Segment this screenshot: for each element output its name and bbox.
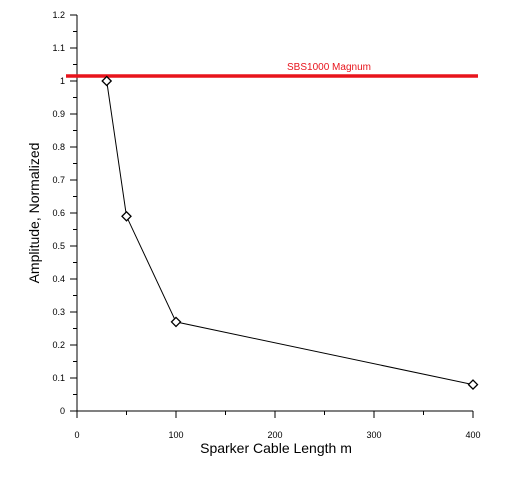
y-tick-label: 0.8 [52, 142, 65, 152]
y-tick-label: 0 [60, 406, 65, 416]
y-axis-title: Amplitude, Normalized [26, 143, 42, 284]
data-point [170, 316, 182, 328]
data-point [121, 210, 132, 222]
y-tick-label: 0.5 [52, 241, 65, 251]
x-tick-label: 0 [74, 430, 79, 440]
y-tick-label: 1.2 [52, 10, 65, 20]
x-tick-label: 100 [168, 430, 183, 440]
y-tick-label: 1 [60, 76, 65, 86]
series-line [106, 80, 474, 386]
y-tick-label: 0.4 [52, 274, 65, 284]
y-tick-label: 1.1 [52, 43, 65, 53]
reference-lines: SBS1000 Magnum [66, 62, 478, 78]
series [101, 75, 479, 391]
x-axis-title: Sparker Cable Length m [200, 440, 352, 456]
y-tick-label: 0.7 [52, 175, 65, 185]
reference-line-label: SBS1000 Magnum [287, 62, 371, 73]
y-tick-label: 0.6 [52, 208, 65, 218]
ticks: 0 0.1 0.2 0.3 0.4 0.5 0.6 0.7 0.8 0.9 1 1.1 1.2 0 100 2… [52, 10, 480, 440]
x-tick-label: 300 [366, 430, 381, 440]
y-tick-label: 0.1 [52, 373, 65, 383]
data-point [467, 379, 479, 391]
y-tick-label: 0.2 [52, 340, 65, 350]
y-tick-label: 0.9 [52, 109, 65, 119]
y-tick-label: 0.3 [52, 307, 65, 317]
x-tick-label: 200 [267, 430, 282, 440]
data-point [101, 75, 113, 87]
x-tick-label: 400 [465, 430, 480, 440]
